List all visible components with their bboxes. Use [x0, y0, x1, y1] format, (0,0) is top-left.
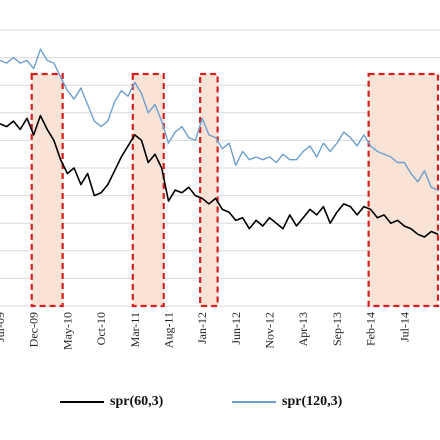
- x-tick-label: Jun-12: [229, 312, 243, 345]
- legend-item-series-1: spr(60,3): [60, 394, 163, 410]
- legend-label-series-1: spr(60,3): [110, 394, 164, 409]
- x-tick-label: Jul-09: [0, 312, 7, 342]
- shaded-regions: [30, 72, 440, 308]
- x-tick-label: Feb-14: [364, 312, 378, 346]
- shaded-region-1: [30, 72, 64, 308]
- x-tick-label: Oct-10: [94, 312, 108, 345]
- x-tick-label: Aug-11: [161, 312, 175, 348]
- legend-swatch-series-1: [60, 401, 104, 403]
- x-tick-label: Jul-14: [397, 312, 411, 342]
- x-tick-label: Sep-13: [330, 312, 344, 346]
- legend-swatch-series-2: [232, 401, 276, 403]
- legend: spr(60,3) spr(120,3): [0, 394, 440, 422]
- x-tick-label: Apr-13: [296, 312, 310, 346]
- shaded-region-3: [199, 72, 219, 308]
- x-tick-label: Mar-11: [128, 312, 142, 347]
- series-line-1: [0, 114, 439, 238]
- x-tick-label: Jan-12: [195, 312, 209, 344]
- series-line-2: [0, 48, 439, 191]
- shaded-region-2: [131, 72, 165, 308]
- x-tick-label: Dec-09: [27, 312, 41, 347]
- x-tick-label: May-10: [60, 312, 74, 350]
- series-lines: [0, 48, 439, 238]
- legend-item-series-2: spr(120,3): [232, 394, 342, 410]
- shaded-region-4: [367, 72, 440, 308]
- x-tick-label: Nov-12: [263, 312, 277, 349]
- x-axis-tick-labels: Jul-09 Dec-09 May-10 Oct-10 Mar-11 Aug-11 Jan-…: [0, 312, 411, 350]
- legend-label-series-2: spr(120,3): [282, 394, 343, 409]
